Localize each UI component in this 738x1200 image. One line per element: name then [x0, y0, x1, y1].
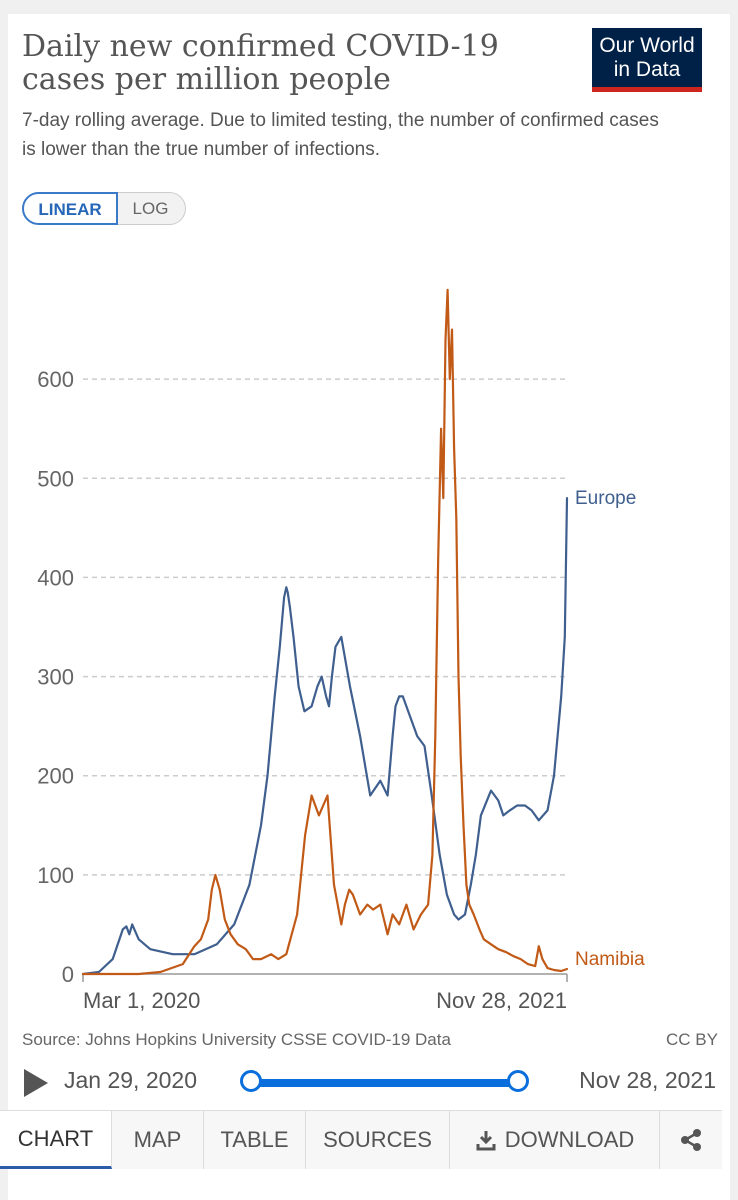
- data-source-note: Source: Johns Hopkins University CSSE CO…: [22, 1030, 451, 1049]
- chart-subtitle: 7-day rolling average. Due to limited te…: [22, 110, 659, 160]
- license-link[interactable]: CC BY: [666, 1030, 718, 1049]
- tab-sources[interactable]: SOURCES: [306, 1111, 450, 1169]
- play-icon[interactable]: [24, 1069, 48, 1097]
- series-labels: Europe Namibia: [575, 488, 645, 970]
- share-icon: [681, 1129, 701, 1151]
- namibia-line: [81, 288, 569, 976]
- timeline-start-date: Jan 29, 2020: [64, 1067, 198, 1093]
- tab-chart[interactable]: CHART: [0, 1111, 112, 1169]
- x-tick-label-start: Mar 1, 2020: [83, 988, 200, 1013]
- tab-download[interactable]: DOWNLOAD: [450, 1111, 660, 1169]
- linear-scale-button[interactable]: LINEAR: [22, 192, 118, 225]
- y-tick-label: 0: [62, 962, 74, 987]
- logo-line-1: Our World: [599, 34, 695, 57]
- x-tick-label-end: Nov 28, 2021: [436, 988, 567, 1013]
- log-scale-button[interactable]: LOG: [116, 192, 186, 225]
- logo-line-2: in Data: [613, 58, 681, 81]
- tab-table[interactable]: TABLE: [204, 1111, 306, 1169]
- timeline-end-date: Nov 28, 2021: [579, 1067, 716, 1093]
- line-chart: 0 100 200 300 400 500 600 Mar 1, 2020 Nov 28, 20…: [37, 288, 645, 1013]
- y-tick-label: 200: [37, 764, 74, 789]
- y-tick-label: 600: [37, 367, 74, 392]
- y-tick-label: 300: [37, 665, 74, 690]
- y-tick-label: 500: [37, 466, 74, 491]
- namibia-series-label: Namibia: [575, 949, 645, 970]
- y-tick-label: 100: [37, 863, 74, 888]
- europe-series-label: Europe: [575, 488, 636, 509]
- download-icon: [476, 1131, 496, 1151]
- timeline-slider-track[interactable]: [250, 1079, 518, 1087]
- owid-logo[interactable]: Our World in Data: [592, 28, 702, 92]
- europe-line: [81, 497, 569, 976]
- download-label: DOWNLOAD: [504, 1127, 635, 1152]
- timeline-start-handle[interactable]: [240, 1070, 262, 1092]
- series-lines: [81, 288, 569, 976]
- tab-bar: CHART MAP TABLE SOURCES DOWNLOAD: [0, 1110, 722, 1173]
- chart-title: Daily new confirmed COVID-19 cases per m…: [22, 29, 499, 97]
- axes: 0 100 200 300 400 500 600 Mar 1, 2020 Nov 28, 20…: [37, 367, 568, 1013]
- tab-share[interactable]: [660, 1111, 722, 1169]
- timeline-end-handle[interactable]: [507, 1070, 529, 1092]
- tab-map[interactable]: MAP: [112, 1111, 204, 1169]
- y-tick-label: 400: [37, 565, 74, 590]
